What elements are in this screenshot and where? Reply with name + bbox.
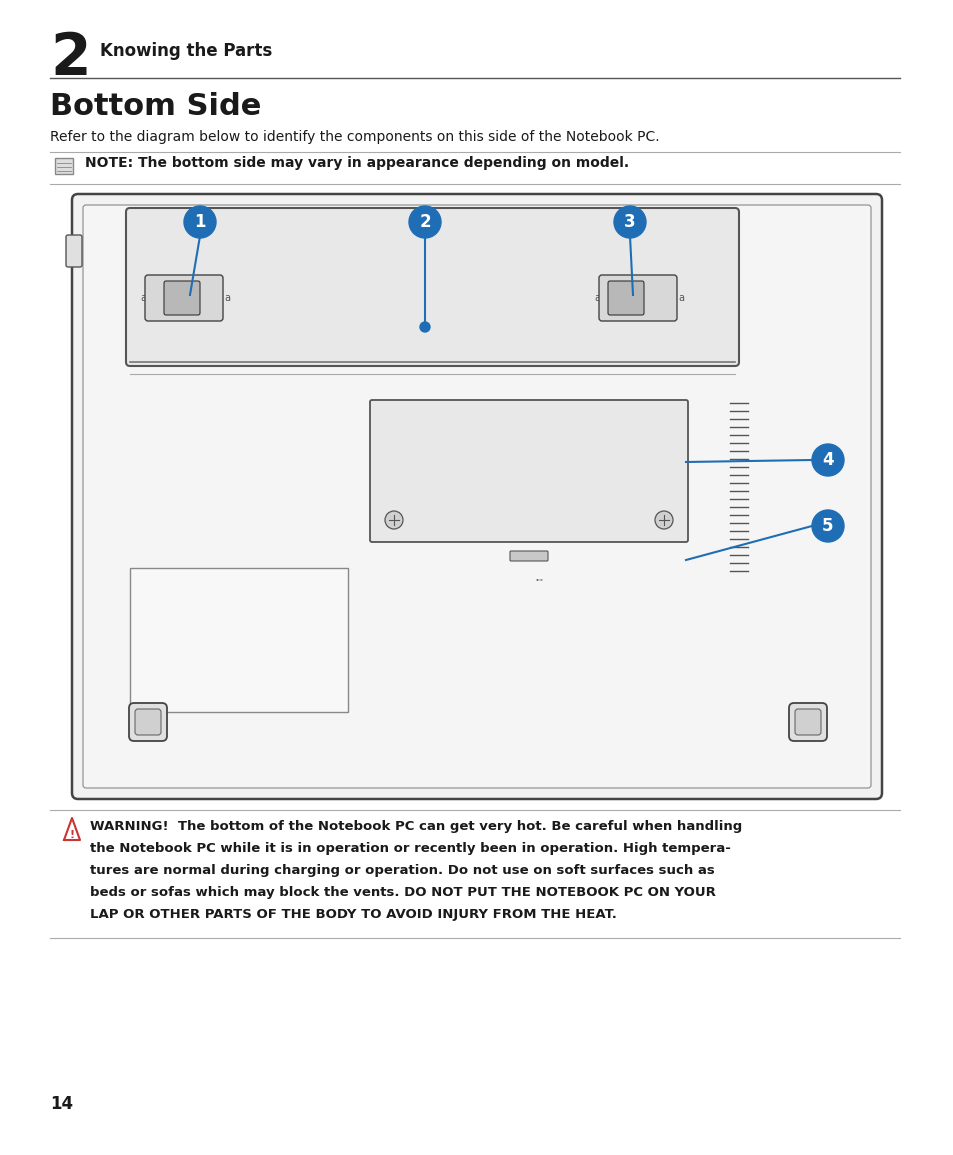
FancyBboxPatch shape xyxy=(510,551,547,561)
Text: 2: 2 xyxy=(418,213,431,231)
FancyBboxPatch shape xyxy=(370,400,687,542)
FancyBboxPatch shape xyxy=(126,208,739,366)
Circle shape xyxy=(409,206,440,238)
FancyBboxPatch shape xyxy=(145,275,223,321)
Text: 2: 2 xyxy=(50,30,91,87)
Text: WARNING!  The bottom of the Notebook PC can get very hot. Be careful when handli: WARNING! The bottom of the Notebook PC c… xyxy=(90,820,741,833)
Circle shape xyxy=(419,322,430,331)
Text: 1: 1 xyxy=(194,213,206,231)
Circle shape xyxy=(811,444,843,476)
Circle shape xyxy=(655,511,672,529)
Circle shape xyxy=(614,206,645,238)
Text: Knowing the Parts: Knowing the Parts xyxy=(100,42,272,60)
Text: a: a xyxy=(140,293,146,303)
FancyBboxPatch shape xyxy=(66,234,82,267)
Text: beds or sofas which may block the vents. DO NOT PUT THE NOTEBOOK PC ON YOUR: beds or sofas which may block the vents.… xyxy=(90,886,715,899)
Circle shape xyxy=(811,511,843,542)
Text: a: a xyxy=(678,293,683,303)
FancyBboxPatch shape xyxy=(71,194,882,799)
FancyBboxPatch shape xyxy=(83,204,870,788)
Text: Bottom Side: Bottom Side xyxy=(50,92,261,121)
FancyBboxPatch shape xyxy=(135,709,161,735)
FancyBboxPatch shape xyxy=(55,158,73,174)
Circle shape xyxy=(184,206,215,238)
Text: NOTE: The bottom side may vary in appearance depending on model.: NOTE: The bottom side may vary in appear… xyxy=(85,156,628,170)
Text: Refer to the diagram below to identify the components on this side of the Notebo: Refer to the diagram below to identify t… xyxy=(50,131,659,144)
Text: a: a xyxy=(224,293,230,303)
Text: !: ! xyxy=(70,830,74,840)
Text: ⊷: ⊷ xyxy=(535,576,542,582)
FancyBboxPatch shape xyxy=(788,703,826,742)
FancyBboxPatch shape xyxy=(129,703,167,742)
Bar xyxy=(130,568,348,711)
Text: 4: 4 xyxy=(821,450,833,469)
Text: 14: 14 xyxy=(50,1095,73,1113)
Text: the Notebook PC while it is in operation or recently been in operation. High tem: the Notebook PC while it is in operation… xyxy=(90,842,730,855)
Text: 5: 5 xyxy=(821,517,833,535)
Circle shape xyxy=(385,511,402,529)
FancyBboxPatch shape xyxy=(607,281,643,315)
Text: LAP OR OTHER PARTS OF THE BODY TO AVOID INJURY FROM THE HEAT.: LAP OR OTHER PARTS OF THE BODY TO AVOID … xyxy=(90,908,617,921)
FancyBboxPatch shape xyxy=(164,281,200,315)
FancyBboxPatch shape xyxy=(794,709,821,735)
Polygon shape xyxy=(64,818,80,840)
Text: 3: 3 xyxy=(623,213,635,231)
FancyBboxPatch shape xyxy=(598,275,677,321)
Text: tures are normal during charging or operation. Do not use on soft surfaces such : tures are normal during charging or oper… xyxy=(90,864,714,877)
Text: a: a xyxy=(594,293,599,303)
